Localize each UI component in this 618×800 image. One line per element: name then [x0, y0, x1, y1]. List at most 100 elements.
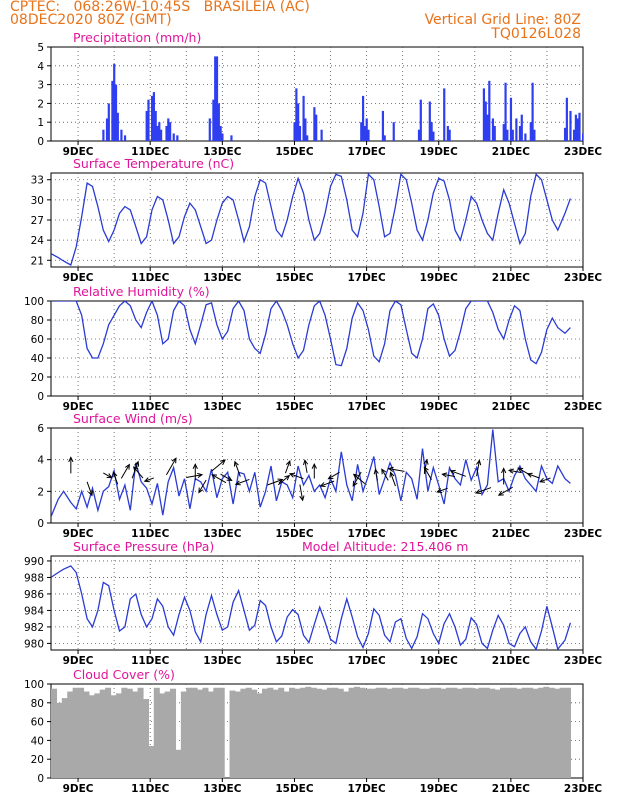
cloud-bar — [418, 688, 425, 778]
cloud-bar — [337, 688, 344, 778]
precip-bar — [515, 118, 518, 141]
precip-bar — [518, 125, 522, 141]
wind-arrow — [311, 462, 317, 479]
series-line — [51, 301, 571, 367]
x-tick-label: 13DEC — [203, 783, 242, 795]
x-tick-label: 15DEC — [275, 272, 314, 284]
panel-title: Surface Wind (m/s) — [73, 411, 193, 426]
cloud-bar — [186, 687, 193, 778]
precip-bar — [298, 125, 302, 141]
x-tick-label: 23DEC — [564, 528, 603, 540]
cloud-bar — [272, 689, 279, 778]
precip-bar — [315, 114, 318, 141]
cloud-bar — [180, 691, 187, 778]
panel-5: Surface Pressure (hPa) Model Altitude: 21… — [24, 539, 602, 667]
x-tick-label: 9DEC — [63, 146, 94, 158]
wind-arrow — [373, 468, 379, 481]
cloud-bar — [105, 687, 112, 778]
x-tick-label: 19DEC — [420, 783, 459, 795]
x-tick-label: 11DEC — [131, 146, 170, 158]
precip-bar — [578, 112, 581, 141]
panel-annotation: Model Altitude: 215.406 m — [302, 539, 468, 554]
cloud-bar — [348, 687, 355, 778]
precip-bar — [313, 107, 316, 141]
x-tick-label: 21DEC — [492, 783, 531, 795]
wind-arrow — [474, 487, 492, 495]
x-tick-label: 23DEC — [564, 272, 603, 284]
wind-arrow — [381, 468, 389, 481]
wind-arrow — [441, 472, 456, 478]
precip-bar — [152, 92, 155, 141]
x-tick-label: 11DEC — [131, 401, 170, 413]
x-tick-label: 13DEC — [203, 401, 242, 413]
precip-bar — [160, 129, 163, 141]
cloud-bar — [83, 691, 90, 778]
precip-bar — [214, 56, 217, 141]
panel-3: Relative Humidity (%) 0 20 40 60 80 100 9DEC 11D… — [24, 284, 602, 413]
cloud-bar — [278, 687, 285, 778]
precip-bar — [212, 99, 215, 141]
precip-bar — [208, 118, 211, 141]
y-tick-label: 982 — [24, 622, 44, 634]
cloud-bar — [245, 687, 252, 778]
precip-bar — [167, 118, 170, 141]
wind-arrow — [267, 478, 284, 486]
x-tick-label: 13DEC — [203, 655, 242, 667]
precip-bar — [365, 118, 368, 141]
precip-bar — [102, 129, 105, 141]
cloud-bar — [462, 687, 469, 778]
precip-bar — [217, 103, 220, 141]
y-tick-label: 0 — [37, 136, 44, 148]
precip-bar — [520, 114, 523, 141]
x-tick-label: 19DEC — [420, 655, 459, 667]
x-tick-label: 17DEC — [347, 783, 386, 795]
x-tick-label: 17DEC — [347, 146, 386, 158]
cloud-bar — [72, 687, 79, 778]
y-tick-label: 3 — [37, 80, 44, 92]
precip-bar — [145, 110, 148, 141]
wind-arrow — [220, 473, 233, 482]
cloud-bar — [559, 687, 566, 778]
panel-title: Precipitation (mm/h) — [73, 30, 201, 45]
precip-bar — [361, 95, 365, 141]
cloud-bar — [191, 687, 198, 778]
cloud-bar — [435, 687, 442, 778]
wind-arrow — [387, 466, 405, 472]
cloud-bar — [132, 691, 139, 778]
precip-bar — [123, 135, 127, 141]
y-tick-label: 80 — [31, 315, 44, 327]
precip-bar — [221, 133, 224, 141]
y-tick-label: 980 — [24, 638, 44, 650]
y-tick-label: 5 — [37, 42, 44, 54]
precip-bar — [448, 129, 451, 141]
cloud-bar — [213, 687, 220, 778]
x-tick-label: 9DEC — [63, 272, 94, 284]
cloud-bar — [148, 746, 155, 778]
y-tick-label: 990 — [24, 556, 44, 568]
wind-arrow — [497, 486, 513, 496]
plot-area — [51, 686, 571, 778]
x-tick-label: 15DEC — [275, 783, 314, 795]
cloud-bar — [478, 687, 485, 778]
cloud-bar — [440, 688, 447, 778]
cloud-bar — [251, 689, 258, 778]
precip-bar — [304, 118, 307, 141]
precip-bar — [105, 118, 109, 141]
cloud-bar — [159, 693, 166, 778]
wind-arrow — [103, 472, 113, 479]
x-tick-label: 15DEC — [275, 401, 314, 413]
precip-bar — [306, 135, 309, 141]
panel-title: Surface Pressure (hPa) — [73, 539, 214, 554]
precip-bar — [111, 80, 114, 141]
y-tick-label: 4 — [37, 455, 44, 467]
x-tick-label: 9DEC — [63, 655, 94, 667]
cloud-bar — [381, 687, 388, 778]
precip-bar — [383, 135, 386, 141]
wind-arrow — [352, 473, 366, 484]
precip-bar — [154, 110, 157, 141]
wind-arrow — [303, 459, 309, 473]
cloud-bar — [364, 688, 371, 778]
precip-bar — [116, 112, 119, 141]
cloud-bar — [126, 688, 133, 778]
precip-bar — [302, 95, 305, 141]
